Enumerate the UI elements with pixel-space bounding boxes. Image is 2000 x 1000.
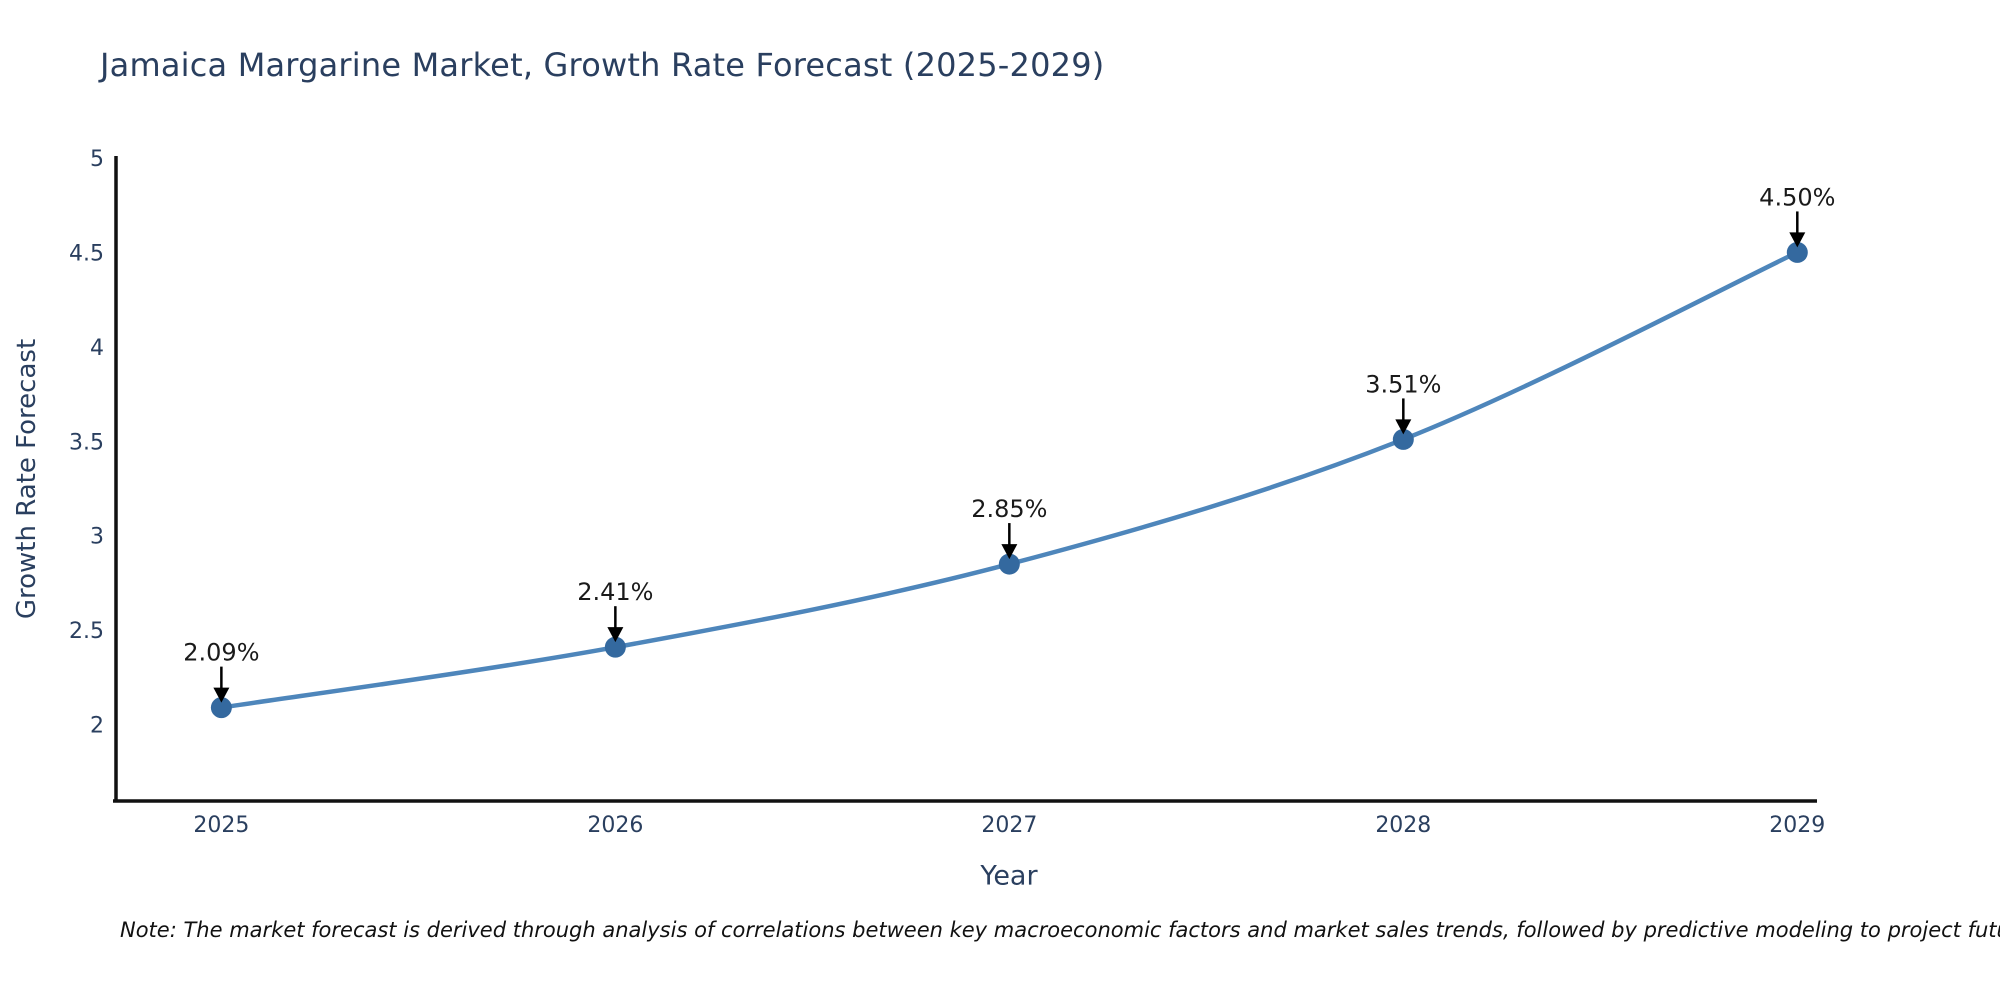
annotation-arrow-head	[1789, 232, 1806, 248]
annotation-label-2028: 3.51%	[1365, 370, 1441, 398]
annotation-arrow-head	[1395, 419, 1412, 435]
data-point-marker-2027[interactable]	[998, 553, 1020, 575]
data-point-marker-2028[interactable]	[1392, 428, 1414, 450]
x-tick-label-2027: 2027	[981, 813, 1037, 838]
x-tick-label-2029: 2029	[1769, 813, 1825, 838]
x-axis-title: Year	[980, 860, 1038, 892]
y-tick-label-4: 4	[90, 336, 104, 361]
y-tick-label-3.5: 3.5	[69, 430, 104, 455]
y-tick-label-2: 2	[90, 714, 104, 739]
y-tick-label-4.5: 4.5	[69, 241, 104, 266]
y-tick-label-5: 5	[90, 147, 104, 172]
x-tick-label-2025: 2025	[193, 813, 249, 838]
chart-title: Jamaica Margarine Market, Growth Rate Fo…	[100, 46, 1105, 84]
annotation-arrow-head	[213, 687, 230, 703]
annotation-arrow-head	[607, 627, 624, 643]
y-tick-label-2.5: 2.5	[69, 619, 104, 644]
x-tick-label-2028: 2028	[1375, 813, 1431, 838]
y-axis-title: Growth Rate Forecast	[12, 338, 42, 620]
data-point-marker-2029[interactable]	[1786, 241, 1808, 263]
annotation-label-2029: 4.50%	[1759, 183, 1835, 211]
footnote-text: Note: The market forecast is derived thr…	[120, 918, 2000, 942]
annotation-arrow-head	[1001, 544, 1018, 560]
annotation-label-2025: 2.09%	[183, 639, 259, 667]
x-tick-label-2026: 2026	[587, 813, 643, 838]
data-point-marker-2026[interactable]	[604, 636, 626, 658]
annotation-label-2026: 2.41%	[577, 578, 653, 606]
y-tick-label-3: 3	[90, 525, 104, 550]
annotation-label-2027: 2.85%	[971, 495, 1047, 523]
data-point-marker-2025[interactable]	[210, 697, 232, 719]
trend-line	[219, 250, 1800, 710]
